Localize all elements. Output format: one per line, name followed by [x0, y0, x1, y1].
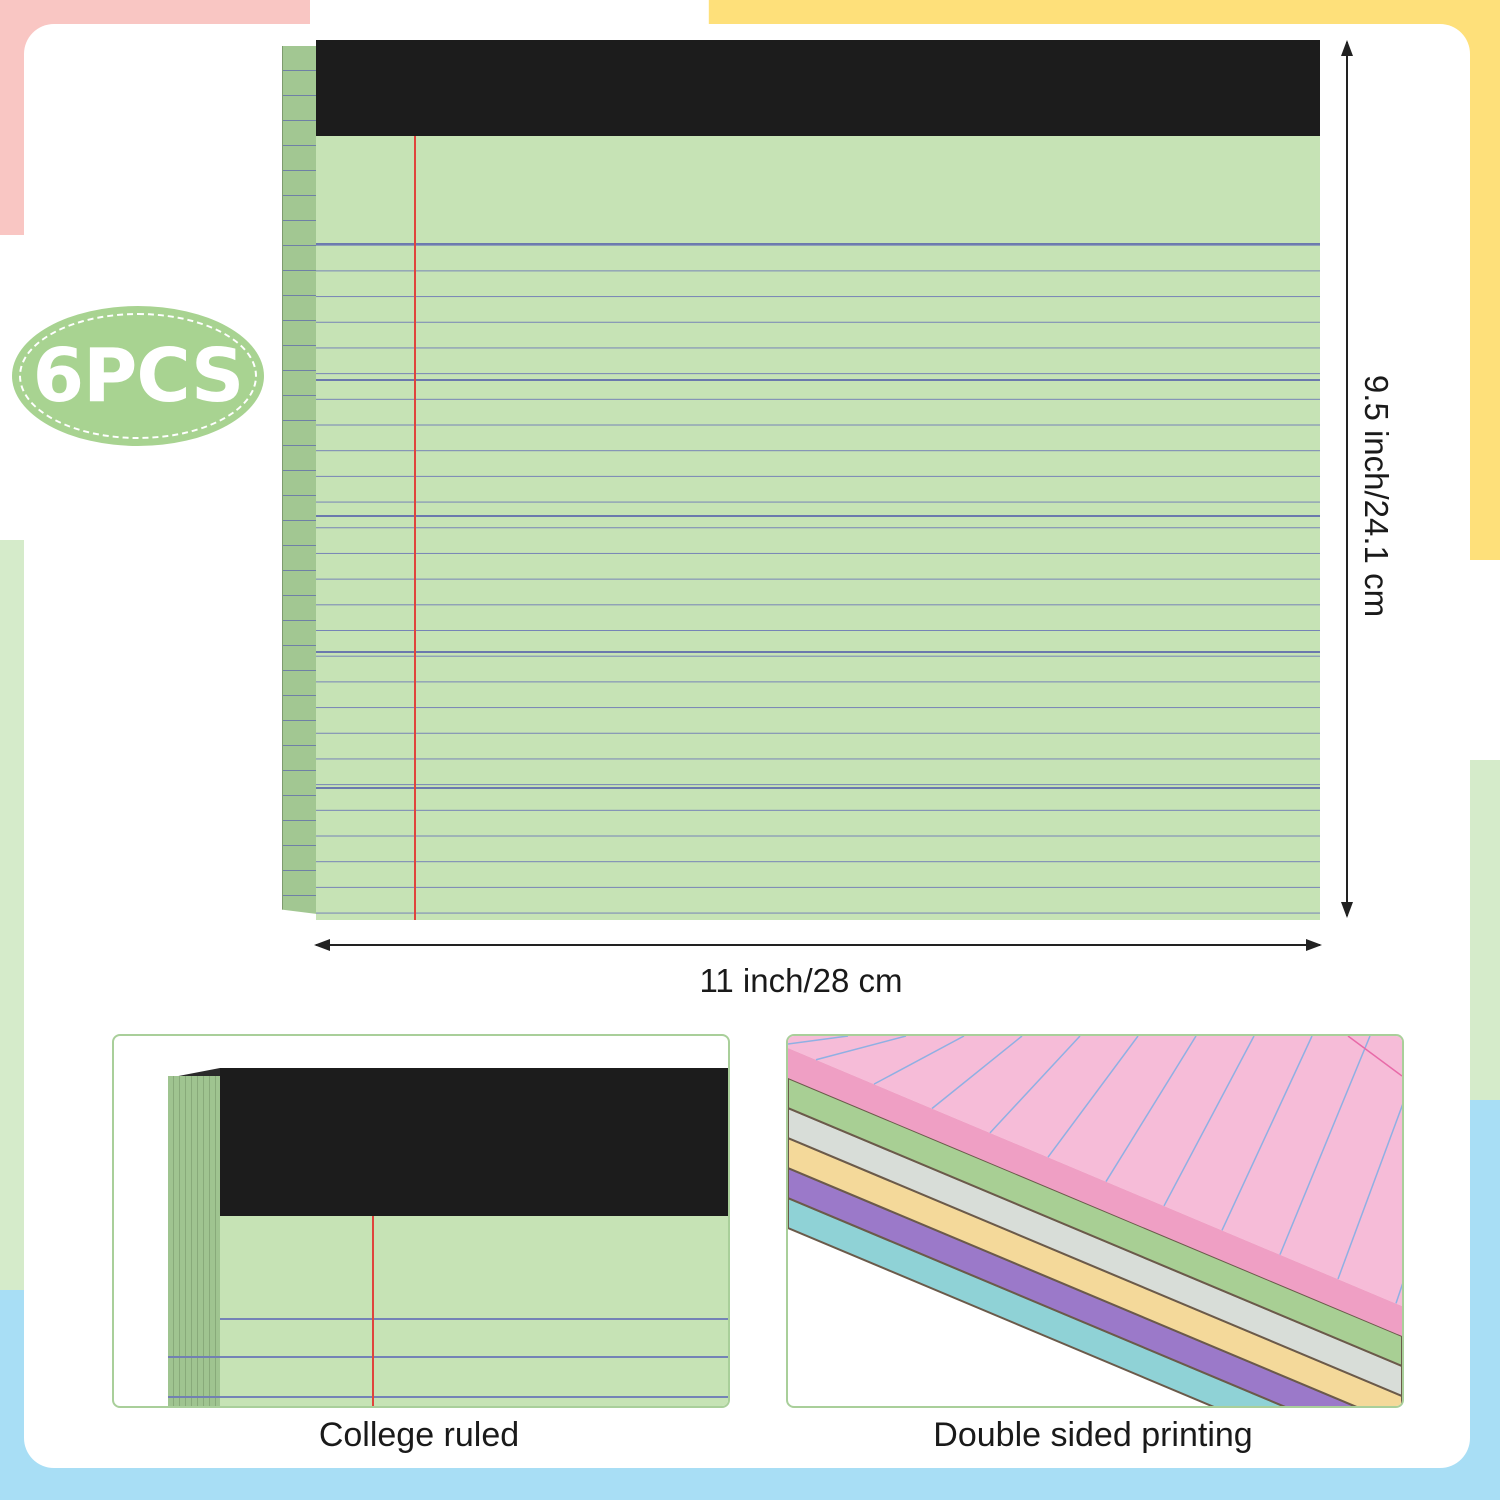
quantity-badge-text: 6PCS — [32, 333, 245, 419]
sheet-rule-line — [1163, 1036, 1255, 1207]
sheet-rule-line — [1105, 1036, 1197, 1182]
college-ruled-caption: College ruled — [318, 1416, 520, 1454]
double-sided-printing-detail-panel — [786, 1034, 1404, 1408]
arrow-horizontal-icon — [314, 939, 1322, 951]
arrow-vertical-icon — [1341, 40, 1353, 918]
pad-top-sheet-edge — [788, 1048, 1402, 1336]
pad-closeup-header — [220, 1068, 728, 1216]
sheet-rule-line — [815, 1036, 907, 1061]
sheet-rule-line — [1337, 1104, 1402, 1280]
sheet-rule-line — [931, 1036, 1023, 1110]
stacked-pads-svg — [788, 1036, 1402, 1406]
sheet-rule-line — [873, 1036, 965, 1085]
pad-top-sheet — [788, 1036, 1402, 1306]
sheet-rule-line — [1047, 1036, 1139, 1158]
pad-black-header — [316, 40, 1320, 136]
pad-closeup-spine-top — [168, 1068, 220, 1078]
pad-margin-line — [414, 136, 416, 920]
height-dimension-label: 9.5 inch/24.1 cm — [1358, 374, 1395, 618]
college-ruled-detail-panel — [112, 1034, 730, 1408]
quantity-badge: 6PCS — [12, 306, 264, 446]
pad-closeup-margin-line — [372, 1216, 374, 1406]
stacked-pads-photo — [788, 1036, 1402, 1406]
legal-pad-illustration — [282, 40, 1320, 920]
sheet-rule-line — [1221, 1036, 1313, 1231]
width-dimension-label: 11 inch/28 cm — [699, 962, 903, 999]
sheet-margin-line — [1347, 1036, 1402, 1077]
pad-closeup-sheet — [220, 1216, 728, 1406]
pad-closeup-spine-lines — [168, 1318, 220, 1406]
double-sided-printing-caption: Double sided printing — [933, 1416, 1253, 1454]
sheet-rule-line — [788, 1036, 849, 1045]
pad-spine — [282, 46, 317, 914]
sheet-rule-line — [989, 1036, 1081, 1134]
pad-rule-lines — [316, 244, 1320, 920]
sheet-rule-line — [1279, 1036, 1371, 1255]
